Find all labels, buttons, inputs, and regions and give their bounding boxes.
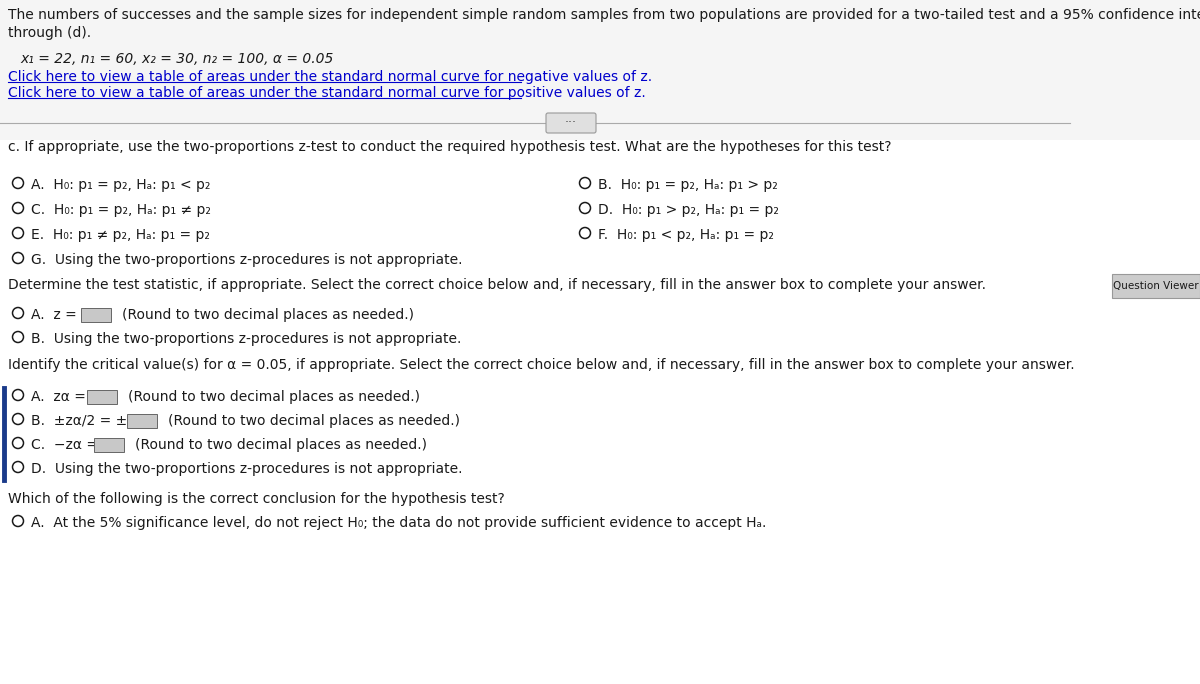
FancyBboxPatch shape xyxy=(546,113,596,133)
Text: (Round to two decimal places as needed.): (Round to two decimal places as needed.) xyxy=(134,438,427,452)
FancyBboxPatch shape xyxy=(0,0,1200,140)
Text: F.  H₀: p₁ < p₂, Hₐ: p₁ = p₂: F. H₀: p₁ < p₂, Hₐ: p₁ = p₂ xyxy=(598,228,774,242)
Text: D.  H₀: p₁ > p₂, Hₐ: p₁ = p₂: D. H₀: p₁ > p₂, Hₐ: p₁ = p₂ xyxy=(598,203,779,217)
Text: Question Viewer: Question Viewer xyxy=(1114,281,1199,291)
Text: D.  Using the two-proportions z-procedures is not appropriate.: D. Using the two-proportions z-procedure… xyxy=(31,462,462,476)
Text: (Round to two decimal places as needed.): (Round to two decimal places as needed.) xyxy=(128,390,420,404)
Text: Determine the test statistic, if appropriate. Select the correct choice below an: Determine the test statistic, if appropr… xyxy=(8,278,986,292)
Text: ···: ··· xyxy=(565,116,577,129)
Text: B.  ±zα/2 = ±: B. ±zα/2 = ± xyxy=(31,414,127,428)
Text: x₁ = 22, n₁ = 60, x₂ = 30, n₂ = 100, α = 0.05: x₁ = 22, n₁ = 60, x₂ = 30, n₂ = 100, α =… xyxy=(20,52,334,66)
Text: B.  Using the two-proportions z-procedures is not appropriate.: B. Using the two-proportions z-procedure… xyxy=(31,332,461,346)
Text: Which of the following is the correct conclusion for the hypothesis test?: Which of the following is the correct co… xyxy=(8,492,505,506)
Text: Identify the critical value(s) for α = 0.05, if appropriate. Select the correct : Identify the critical value(s) for α = 0… xyxy=(8,358,1075,372)
FancyBboxPatch shape xyxy=(88,390,118,404)
Text: B.  H₀: p₁ = p₂, Hₐ: p₁ > p₂: B. H₀: p₁ = p₂, Hₐ: p₁ > p₂ xyxy=(598,178,778,192)
Text: A.  H₀: p₁ = p₂, Hₐ: p₁ < p₂: A. H₀: p₁ = p₂, Hₐ: p₁ < p₂ xyxy=(31,178,210,192)
Text: G.  Using the two-proportions z-procedures is not appropriate.: G. Using the two-proportions z-procedure… xyxy=(31,253,462,267)
FancyBboxPatch shape xyxy=(94,438,124,452)
Text: A.  z =: A. z = xyxy=(31,308,82,322)
Text: A.  At the 5% significance level, do not reject H₀; the data do not provide suff: A. At the 5% significance level, do not … xyxy=(31,516,767,530)
Text: C.  −zα =: C. −zα = xyxy=(31,438,102,452)
FancyBboxPatch shape xyxy=(82,308,112,322)
Text: C.  H₀: p₁ = p₂, Hₐ: p₁ ≠ p₂: C. H₀: p₁ = p₂, Hₐ: p₁ ≠ p₂ xyxy=(31,203,211,217)
FancyBboxPatch shape xyxy=(1112,274,1200,298)
Text: Click here to view a table of areas under the standard normal curve for negative: Click here to view a table of areas unde… xyxy=(8,70,652,84)
Text: The numbers of successes and the sample sizes for independent simple random samp: The numbers of successes and the sample … xyxy=(8,8,1200,40)
Text: (Round to two decimal places as needed.): (Round to two decimal places as needed.) xyxy=(122,308,414,322)
Text: (Round to two decimal places as needed.): (Round to two decimal places as needed.) xyxy=(168,414,460,428)
Text: c. If appropriate, use the two-proportions z-test to conduct the required hypoth: c. If appropriate, use the two-proportio… xyxy=(8,140,892,154)
Text: Click here to view a table of areas under the standard normal curve for positive: Click here to view a table of areas unde… xyxy=(8,86,646,100)
FancyBboxPatch shape xyxy=(127,414,157,428)
Text: A.  zα =: A. zα = xyxy=(31,390,90,404)
Text: E.  H₀: p₁ ≠ p₂, Hₐ: p₁ = p₂: E. H₀: p₁ ≠ p₂, Hₐ: p₁ = p₂ xyxy=(31,228,210,242)
